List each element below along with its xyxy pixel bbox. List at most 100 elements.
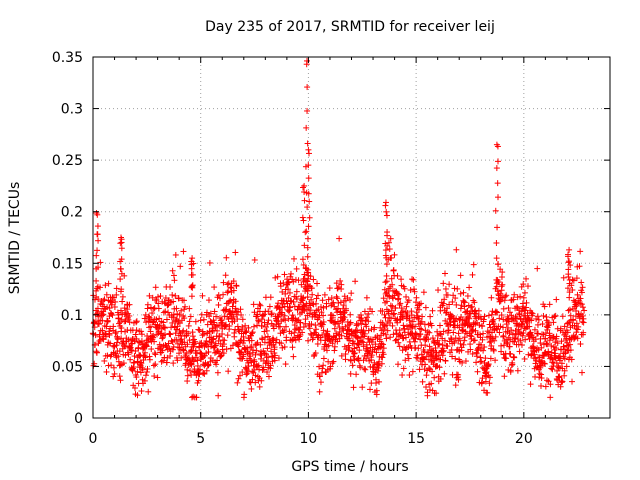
data-point <box>302 316 309 323</box>
data-point <box>313 326 320 333</box>
data-point <box>308 296 315 303</box>
data-point <box>230 287 237 294</box>
data-point <box>420 356 427 363</box>
data-point <box>314 292 321 299</box>
data-point <box>191 366 198 373</box>
data-point <box>503 292 510 299</box>
data-point <box>260 366 267 373</box>
data-point <box>442 270 449 277</box>
data-point <box>563 363 570 370</box>
data-point <box>520 303 527 310</box>
data-point <box>211 308 218 315</box>
data-point <box>449 353 456 360</box>
data-point <box>117 307 124 314</box>
data-point <box>279 288 286 295</box>
data-point <box>444 305 451 312</box>
data-point <box>150 362 157 369</box>
data-point <box>150 305 157 312</box>
data-point <box>363 294 370 301</box>
data-point <box>579 312 586 319</box>
data-point <box>372 341 379 348</box>
data-point <box>474 368 481 375</box>
data-point <box>110 364 117 371</box>
data-point <box>382 331 389 338</box>
data-point <box>554 340 561 347</box>
data-point <box>143 319 150 326</box>
data-point <box>299 256 306 263</box>
data-point <box>268 310 275 317</box>
data-point <box>567 341 574 348</box>
data-point <box>348 290 355 297</box>
data-point <box>566 258 573 265</box>
data-point <box>373 380 380 387</box>
data-point <box>177 263 184 270</box>
data-point <box>186 305 193 312</box>
data-point <box>517 337 524 344</box>
data-point <box>396 327 403 334</box>
data-point <box>565 266 572 273</box>
data-point <box>300 303 307 310</box>
data-point <box>575 323 582 330</box>
data-point <box>101 296 108 303</box>
data-point <box>380 295 387 302</box>
data-point <box>494 180 501 187</box>
data-point <box>436 364 443 371</box>
data-point <box>329 340 336 347</box>
data-point <box>399 372 406 379</box>
data-point <box>167 283 174 290</box>
data-point <box>143 343 150 350</box>
data-point <box>151 350 158 357</box>
data-point <box>219 330 226 337</box>
data-point <box>573 302 580 309</box>
data-point <box>402 334 409 341</box>
data-point <box>417 331 424 338</box>
data-point <box>500 305 507 312</box>
data-point <box>347 319 354 326</box>
data-point <box>119 293 126 300</box>
data-point <box>467 341 474 348</box>
data-point <box>258 316 265 323</box>
data-point <box>104 352 111 359</box>
data-point <box>411 338 418 345</box>
data-point <box>320 312 327 319</box>
data-point <box>138 331 145 338</box>
data-point <box>161 299 168 306</box>
data-point <box>169 267 176 274</box>
data-point <box>304 287 311 294</box>
data-point <box>359 384 366 391</box>
data-point <box>546 301 553 308</box>
data-point <box>136 364 143 371</box>
data-point <box>548 349 555 356</box>
data-point <box>238 330 245 337</box>
data-point <box>447 319 454 326</box>
data-point <box>499 281 506 288</box>
data-point <box>565 307 572 314</box>
data-point <box>497 290 504 297</box>
data-point <box>303 124 310 131</box>
data-point <box>194 357 201 364</box>
data-point <box>534 265 541 272</box>
data-point <box>142 354 149 361</box>
data-point <box>440 280 447 287</box>
data-point <box>507 368 514 375</box>
data-point <box>488 311 495 318</box>
data-point <box>451 318 458 325</box>
data-point <box>426 343 433 350</box>
data-point <box>479 336 486 343</box>
data-point <box>300 217 307 224</box>
data-point <box>461 299 468 306</box>
data-point <box>521 289 528 296</box>
data-point <box>163 316 170 323</box>
data-point <box>167 353 174 360</box>
data-point <box>312 350 319 357</box>
data-point <box>374 367 381 374</box>
data-point <box>323 332 330 339</box>
data-point <box>312 300 319 307</box>
data-point <box>307 330 314 337</box>
data-point <box>224 332 231 339</box>
data-point <box>349 362 356 369</box>
data-point <box>466 284 473 291</box>
data-point <box>180 327 187 334</box>
data-point <box>404 309 411 316</box>
data-point <box>249 329 256 336</box>
